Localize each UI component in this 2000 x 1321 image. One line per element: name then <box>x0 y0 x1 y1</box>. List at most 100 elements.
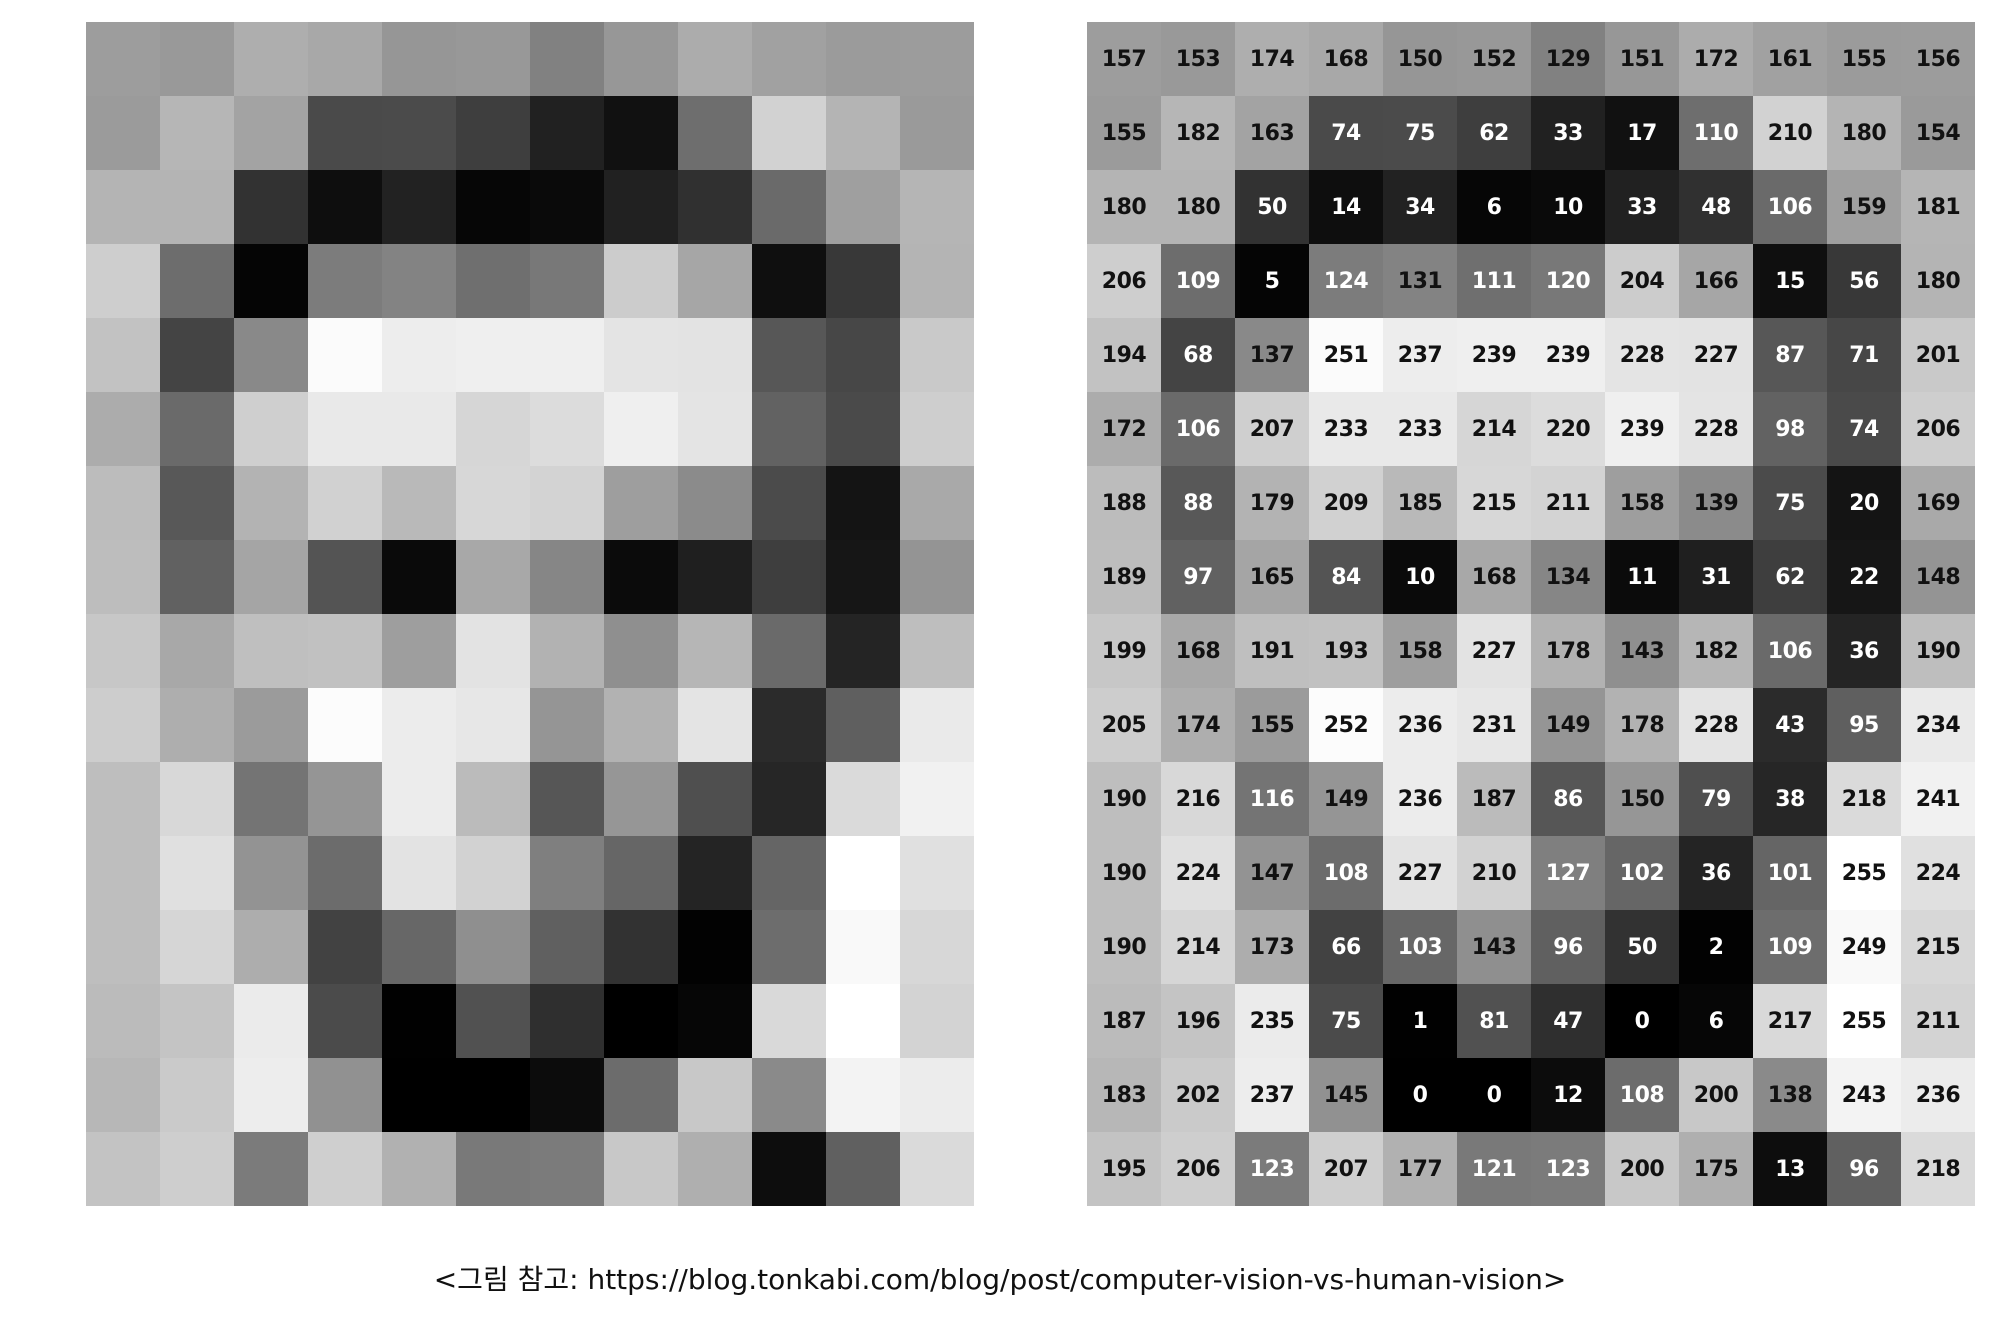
pixel-cell <box>234 96 308 170</box>
pixel-cell <box>382 688 456 762</box>
pixel-cell <box>160 910 234 984</box>
pixel-value-cell: 106 <box>1753 614 1827 688</box>
pixel-value-cell: 168 <box>1161 614 1235 688</box>
pixel-cell <box>86 910 160 984</box>
pixel-cell <box>900 540 974 614</box>
pixel-cell <box>530 910 604 984</box>
pixel-cell <box>234 540 308 614</box>
pixel-value-cell: 131 <box>1383 244 1457 318</box>
pixel-cell <box>678 762 752 836</box>
pixel-cell <box>826 96 900 170</box>
pixel-value-cell: 172 <box>1679 22 1753 96</box>
pixel-cell <box>456 22 530 96</box>
pixel-value-cell: 183 <box>1087 1058 1161 1132</box>
pixel-cell <box>752 318 826 392</box>
pixel-value-cell: 180 <box>1087 170 1161 244</box>
pixel-value-cell: 0 <box>1457 1058 1531 1132</box>
pixel-cell <box>382 392 456 466</box>
pixel-cell <box>900 392 974 466</box>
pixel-cell <box>456 984 530 1058</box>
pixel-value-cell: 202 <box>1161 1058 1235 1132</box>
pixel-cell <box>382 762 456 836</box>
pixel-cell <box>530 762 604 836</box>
pixel-cell <box>234 762 308 836</box>
pixel-cell <box>530 540 604 614</box>
pixel-value-cell: 236 <box>1383 762 1457 836</box>
pixel-value-cell: 106 <box>1161 392 1235 466</box>
pixel-value-cell: 188 <box>1087 466 1161 540</box>
pixel-value-cell: 236 <box>1383 688 1457 762</box>
pixel-value-cell: 11 <box>1605 540 1679 614</box>
pixel-cell <box>308 244 382 318</box>
pixel-value-cell: 151 <box>1605 22 1679 96</box>
pixel-cell <box>752 688 826 762</box>
pixel-value-cell: 156 <box>1901 22 1975 96</box>
pixel-cell <box>826 244 900 318</box>
pixel-value-cell: 251 <box>1309 318 1383 392</box>
pixel-value-cell: 200 <box>1679 1058 1753 1132</box>
pixel-value-cell: 147 <box>1235 836 1309 910</box>
pixel-value-cell: 236 <box>1901 1058 1975 1132</box>
pixel-value-cell: 62 <box>1457 96 1531 170</box>
pixel-cell <box>826 614 900 688</box>
pixel-value-cell: 190 <box>1087 762 1161 836</box>
pixel-value-cell: 88 <box>1161 466 1235 540</box>
pixel-cell <box>160 836 234 910</box>
pixel-value-cell: 0 <box>1605 984 1679 1058</box>
pixel-cell <box>678 688 752 762</box>
pixel-value-cell: 218 <box>1901 1132 1975 1206</box>
pixel-value-cell: 204 <box>1605 244 1679 318</box>
pixel-cell <box>86 1132 160 1206</box>
pixel-cell <box>86 466 160 540</box>
pixel-value-cell: 207 <box>1309 1132 1383 1206</box>
pixel-value-cell: 228 <box>1605 318 1679 392</box>
pixel-value-cell: 14 <box>1309 170 1383 244</box>
pixel-cell <box>752 244 826 318</box>
pixel-cell <box>234 1132 308 1206</box>
pixel-value-cell: 190 <box>1901 614 1975 688</box>
pixel-value-cell: 175 <box>1679 1132 1753 1206</box>
pixel-value-cell: 68 <box>1161 318 1235 392</box>
pixel-value-grid: 157 153 174 168 150 152 129 151 172 161 155 156 155 1… <box>1087 22 1975 1206</box>
pixel-value-cell: 199 <box>1087 614 1161 688</box>
pixel-value-cell: 74 <box>1827 392 1901 466</box>
pixel-value-cell: 201 <box>1901 318 1975 392</box>
pixel-cell <box>160 614 234 688</box>
pixel-cell <box>160 762 234 836</box>
pixel-value-cell: 224 <box>1901 836 1975 910</box>
pixel-value-cell: 123 <box>1235 1132 1309 1206</box>
pixel-cell <box>456 170 530 244</box>
pixel-cell <box>234 22 308 96</box>
pixel-value-cell: 178 <box>1605 688 1679 762</box>
pixel-value-cell: 121 <box>1457 1132 1531 1206</box>
pixel-cell <box>86 540 160 614</box>
pixel-value-cell: 187 <box>1457 762 1531 836</box>
pixel-value-cell: 155 <box>1087 96 1161 170</box>
pixel-cell <box>604 762 678 836</box>
pixel-cell <box>900 1058 974 1132</box>
pixel-cell <box>752 910 826 984</box>
pixel-value-cell: 143 <box>1457 910 1531 984</box>
pixel-value-cell: 187 <box>1087 984 1161 1058</box>
pixel-value-cell: 168 <box>1309 22 1383 96</box>
pixel-value-cell: 75 <box>1753 466 1827 540</box>
pixel-cell <box>826 170 900 244</box>
pixel-cell <box>604 836 678 910</box>
pixel-cell <box>160 984 234 1058</box>
pixel-value-cell: 137 <box>1235 318 1309 392</box>
pixel-cell <box>382 170 456 244</box>
pixel-cell <box>160 688 234 762</box>
pixel-cell <box>234 688 308 762</box>
pixel-cell <box>308 910 382 984</box>
pixel-value-cell: 36 <box>1827 614 1901 688</box>
pixel-cell <box>678 318 752 392</box>
pixel-value-cell: 120 <box>1531 244 1605 318</box>
pixel-value-cell: 10 <box>1383 540 1457 614</box>
pixel-value-cell: 177 <box>1383 1132 1457 1206</box>
pixel-cell <box>604 466 678 540</box>
pixel-value-cell: 169 <box>1901 466 1975 540</box>
pixel-cell <box>382 1132 456 1206</box>
pixel-cell <box>678 22 752 96</box>
pixel-value-cell: 180 <box>1901 244 1975 318</box>
pixel-value-cell: 17 <box>1605 96 1679 170</box>
